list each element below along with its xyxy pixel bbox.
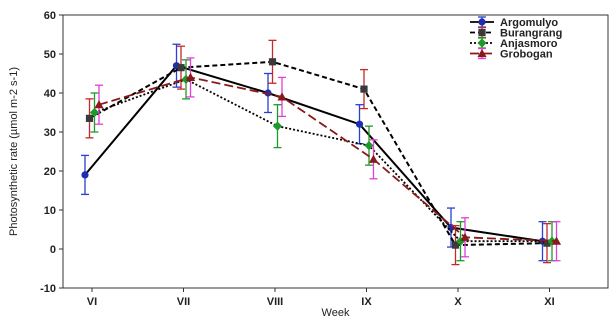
x-tick-label: IX xyxy=(361,296,372,308)
plot-frame xyxy=(62,14,609,289)
legend-label: Anjasmoro xyxy=(500,38,558,50)
data-point xyxy=(360,85,368,93)
data-point xyxy=(268,58,277,66)
data-point xyxy=(85,114,94,122)
data-point xyxy=(94,100,104,109)
series-line xyxy=(98,76,557,243)
y-tick-label: 40 xyxy=(44,88,56,100)
legend-entry-argomulyo: Argomulyo xyxy=(470,16,558,29)
data-point xyxy=(364,141,374,151)
legend-label: Argomulyo xyxy=(500,17,558,29)
data-point xyxy=(272,121,283,131)
data-point xyxy=(551,236,562,245)
data-point xyxy=(277,92,287,101)
x-tick-label: VII xyxy=(177,296,190,308)
y-axis-title: Photosynthetic rate (µmol m-2 s-1) xyxy=(8,67,20,236)
series-line xyxy=(89,60,548,247)
series-argomulyo xyxy=(81,43,547,262)
series-burangrang xyxy=(85,39,551,266)
y-tick-label: 0 xyxy=(50,244,56,256)
legend-label: Grobogan xyxy=(500,49,553,61)
y-tick-label: 10 xyxy=(44,205,56,217)
legend-entry-burangrang: Burangrang xyxy=(470,26,562,40)
data-point xyxy=(451,241,460,249)
data-point xyxy=(177,64,185,72)
y-tick-label: 20 xyxy=(44,166,56,178)
legend-marker xyxy=(478,28,486,37)
data-point xyxy=(355,120,364,128)
series-line xyxy=(94,78,552,243)
legend-entry-grobogan: Grobogan xyxy=(470,47,553,61)
legend-marker xyxy=(477,38,487,48)
legend-label: Burangrang xyxy=(500,28,562,40)
legend-marker xyxy=(477,48,487,58)
y-tick-label: 60 xyxy=(44,10,56,22)
y-tick-label: 50 xyxy=(44,49,56,61)
series-line xyxy=(84,64,543,243)
data-point xyxy=(543,239,551,247)
series-anjasmoro xyxy=(89,59,557,262)
y-tick-label: 30 xyxy=(44,127,56,139)
data-point xyxy=(81,171,89,179)
x-tick-label: VI xyxy=(87,296,97,308)
x-tick-label: VIII xyxy=(267,296,284,308)
data-point xyxy=(368,154,379,163)
series-grobogan xyxy=(94,57,562,262)
x-tick-label: X xyxy=(454,296,462,308)
legend-marker xyxy=(478,18,486,26)
x-tick-label: XI xyxy=(544,296,554,308)
data-point xyxy=(460,232,470,241)
data-point xyxy=(185,72,196,81)
y-tick-label: -10 xyxy=(40,283,56,295)
legend-entry-anjasmoro: Anjasmoro xyxy=(470,37,558,50)
x-axis-title: Week xyxy=(322,307,350,319)
data-point xyxy=(89,107,100,118)
